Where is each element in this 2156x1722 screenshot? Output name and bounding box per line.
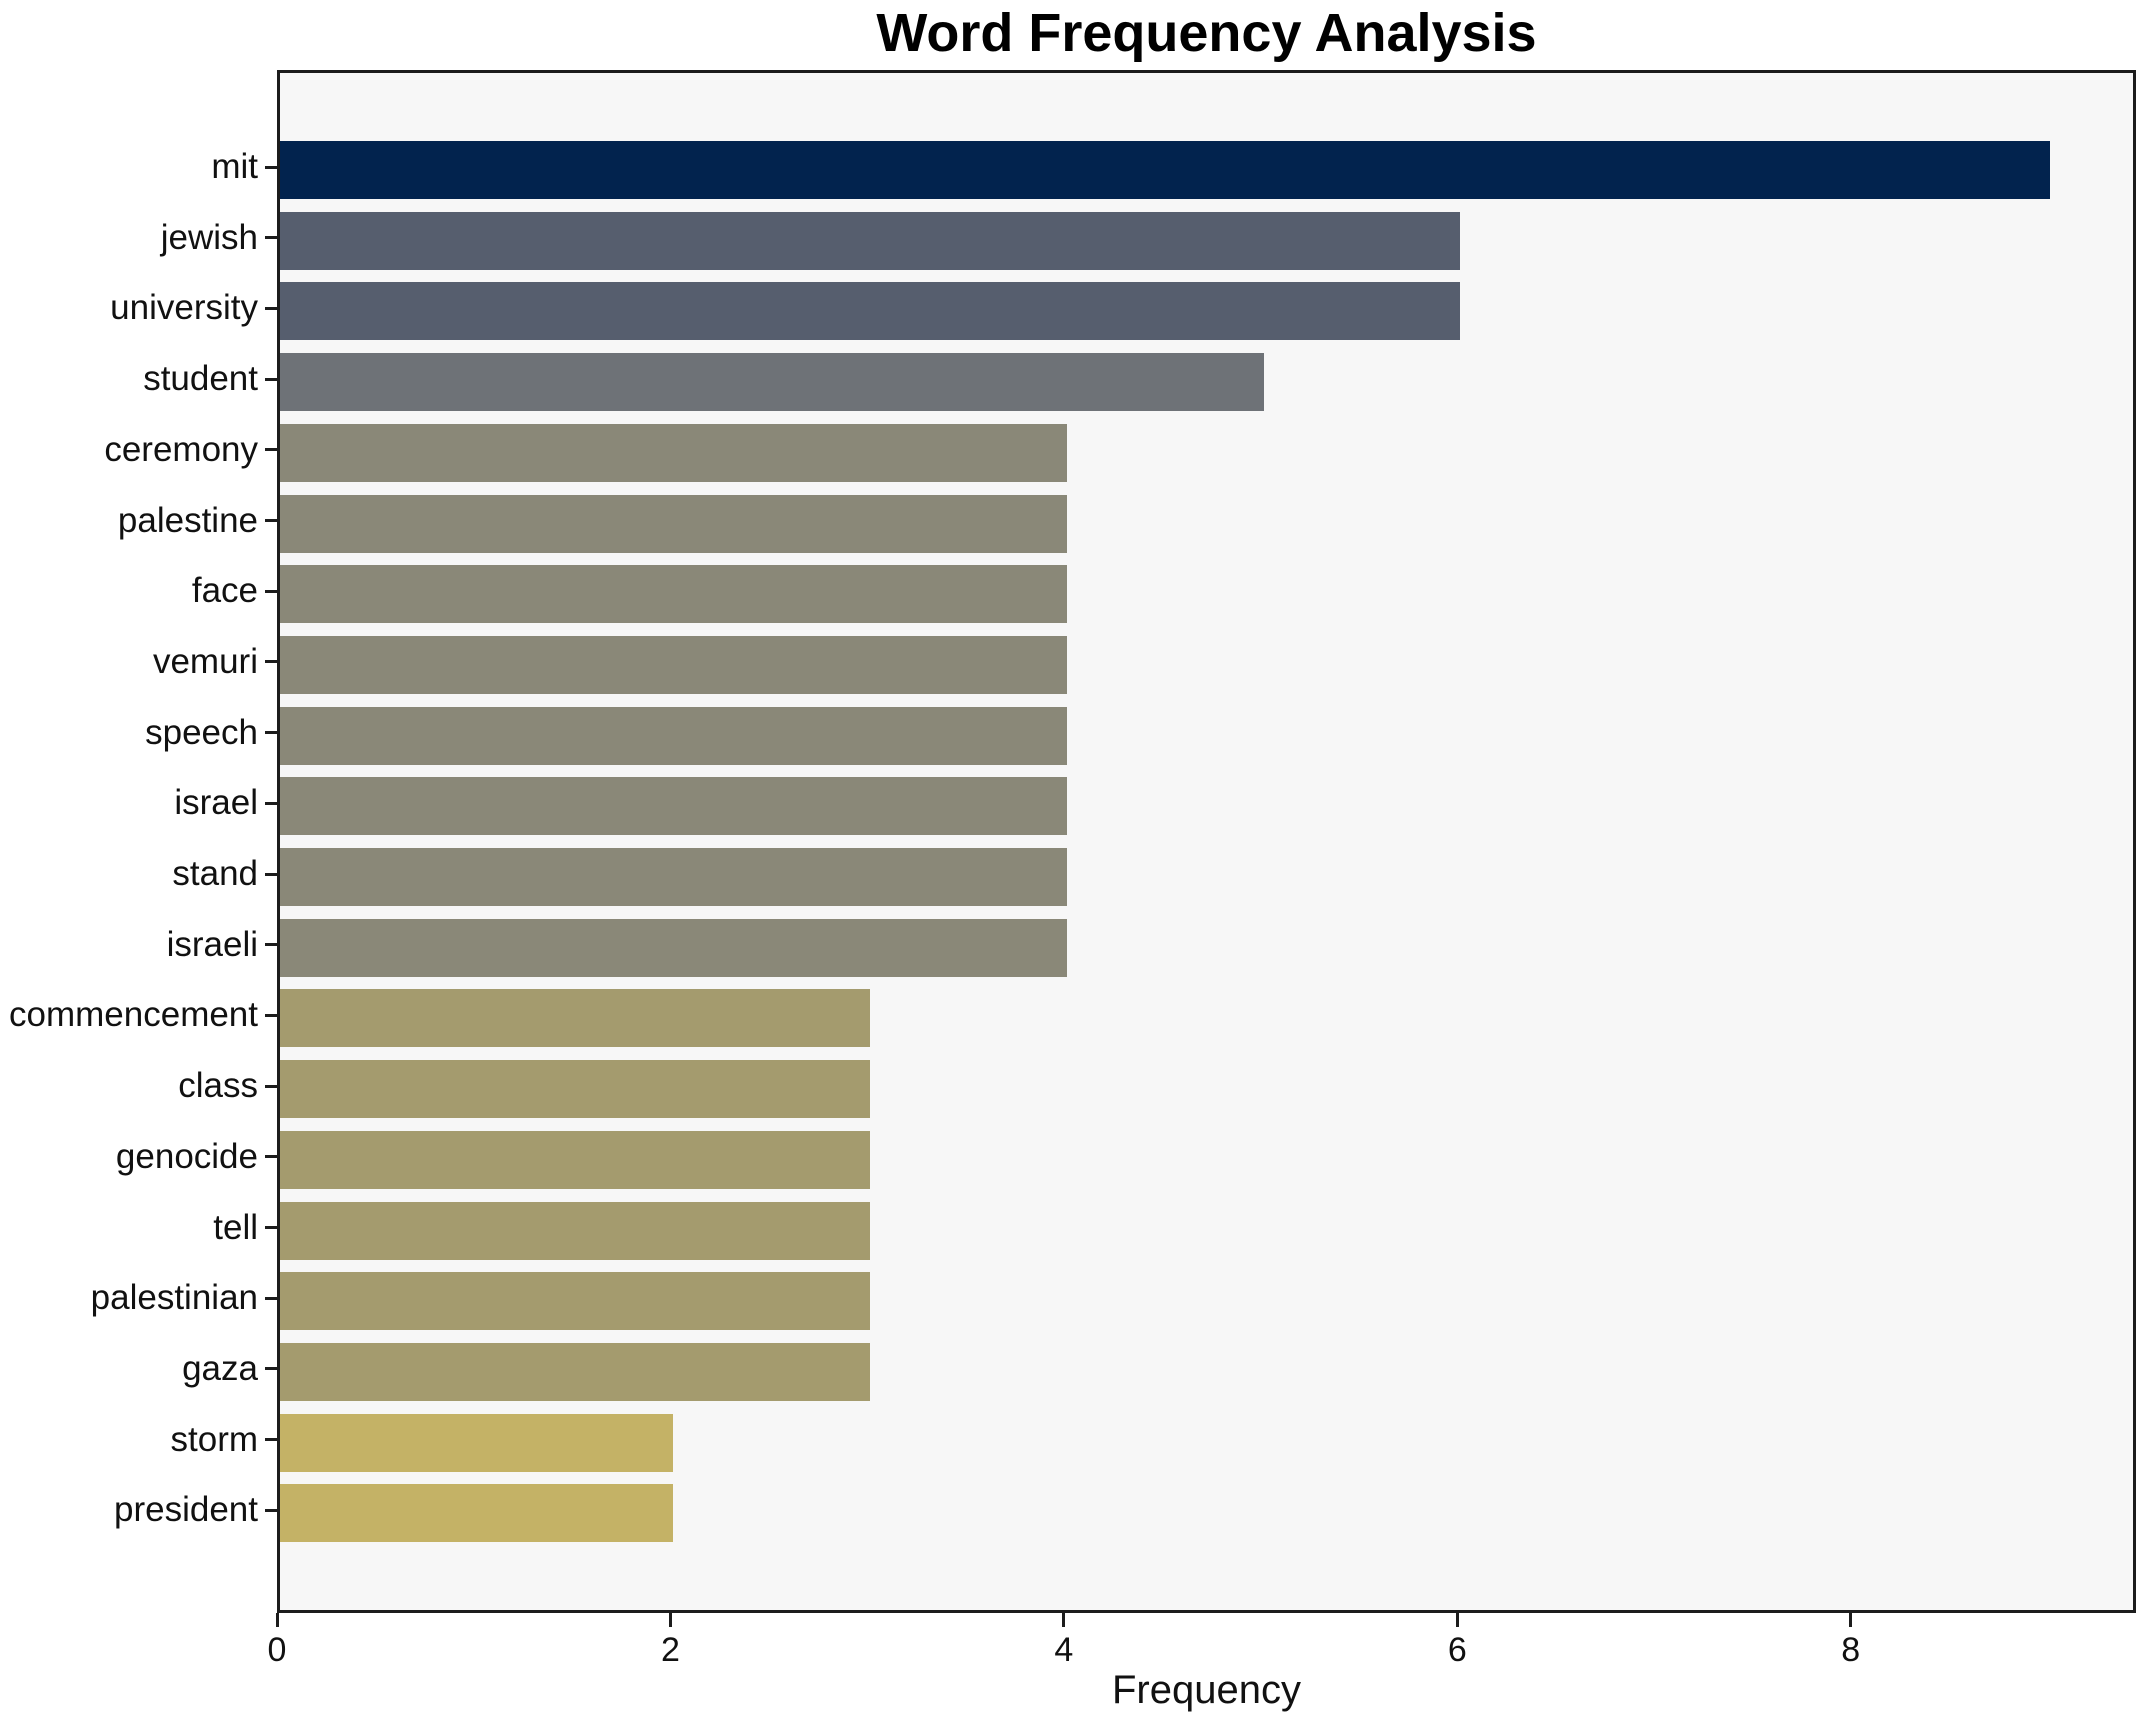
- bar-palestine: [280, 494, 1067, 553]
- x-tick-label-0: 0: [267, 1631, 287, 1669]
- bar-storm: [280, 1413, 674, 1472]
- bar-class: [280, 1060, 871, 1119]
- x-tick-mark: [668, 1613, 672, 1627]
- y-tick-label-israeli: israeli: [166, 924, 258, 964]
- y-tick-mark: [265, 589, 277, 593]
- bar-tell: [280, 1201, 871, 1260]
- y-tick-label-palestinian: palestinian: [90, 1278, 258, 1318]
- bar-palestinian: [280, 1272, 871, 1331]
- y-tick-label-tell: tell: [213, 1207, 258, 1247]
- bar-israeli: [280, 918, 1067, 977]
- y-tick-label-vemuri: vemuri: [152, 641, 258, 681]
- bar-university: [280, 282, 1461, 341]
- x-tick-label-6: 6: [1447, 1631, 1467, 1669]
- y-tick-label-palestine: palestine: [117, 500, 258, 540]
- x-tick-label-8: 8: [1841, 1631, 1861, 1669]
- y-tick-mark: [265, 1013, 277, 1017]
- bar-face: [280, 565, 1067, 624]
- bar-stand: [280, 848, 1067, 906]
- bar-ceremony: [280, 423, 1067, 482]
- y-tick-mark: [265, 519, 277, 522]
- y-tick-label-commencement: commencement: [9, 995, 258, 1035]
- y-tick-mark: [265, 1438, 277, 1442]
- x-tick-mark: [1062, 1613, 1066, 1627]
- bar-vemuri: [280, 635, 1067, 694]
- y-tick-label-stand: stand: [172, 854, 258, 893]
- chart-title: Word Frequency Analysis: [876, 3, 1537, 63]
- y-tick-label-genocide: genocide: [115, 1136, 258, 1176]
- y-tick-mark: [265, 660, 277, 664]
- y-tick-label-storm: storm: [170, 1419, 259, 1459]
- y-tick-mark: [265, 448, 277, 452]
- y-tick-mark: [265, 377, 277, 381]
- y-tick-label-jewish: jewish: [160, 217, 258, 257]
- y-tick-mark: [265, 872, 277, 876]
- y-tick-label-gaza: gaza: [182, 1348, 258, 1388]
- y-tick-label-israel: israel: [174, 783, 258, 823]
- y-tick-mark: [265, 1226, 277, 1229]
- y-tick-label-university: university: [110, 288, 258, 328]
- x-tick-mark: [1849, 1613, 1853, 1627]
- bar-president: [280, 1484, 674, 1543]
- y-tick-mark: [265, 1296, 277, 1300]
- y-tick-mark: [265, 1155, 277, 1159]
- y-tick-mark: [265, 1084, 277, 1088]
- bar-gaza: [280, 1342, 871, 1401]
- bar-commencement: [280, 989, 871, 1048]
- x-tick-mark: [275, 1613, 279, 1627]
- x-axis-title: Frequency: [1112, 1668, 1301, 1712]
- y-tick-label-student: student: [143, 359, 258, 399]
- x-tick-label-2: 2: [660, 1631, 680, 1669]
- bar-israel: [280, 777, 1067, 836]
- y-tick-label-face: face: [191, 571, 258, 611]
- bar-student: [280, 353, 1264, 412]
- y-tick-mark: [265, 943, 277, 947]
- y-tick-label-mit: mit: [211, 147, 258, 186]
- y-tick-mark: [265, 731, 277, 735]
- y-tick-label-president: president: [114, 1490, 258, 1530]
- x-tick-mark: [1455, 1613, 1459, 1627]
- bar-mit: [280, 141, 2051, 199]
- y-tick-mark: [265, 306, 277, 310]
- y-tick-label-class: class: [178, 1066, 258, 1106]
- y-tick-mark: [265, 236, 277, 240]
- y-tick-mark: [265, 165, 277, 169]
- y-tick-mark: [265, 801, 277, 805]
- y-tick-label-speech: speech: [145, 712, 258, 752]
- bar-jewish: [280, 211, 1461, 270]
- bar-speech: [280, 706, 1067, 765]
- bar-genocide: [280, 1130, 871, 1189]
- x-tick-label-4: 4: [1054, 1631, 1074, 1669]
- y-tick-mark: [265, 1367, 277, 1371]
- y-tick-label-ceremony: ceremony: [104, 429, 258, 469]
- plot-area: [277, 70, 2136, 1613]
- y-tick-mark: [265, 1508, 277, 1512]
